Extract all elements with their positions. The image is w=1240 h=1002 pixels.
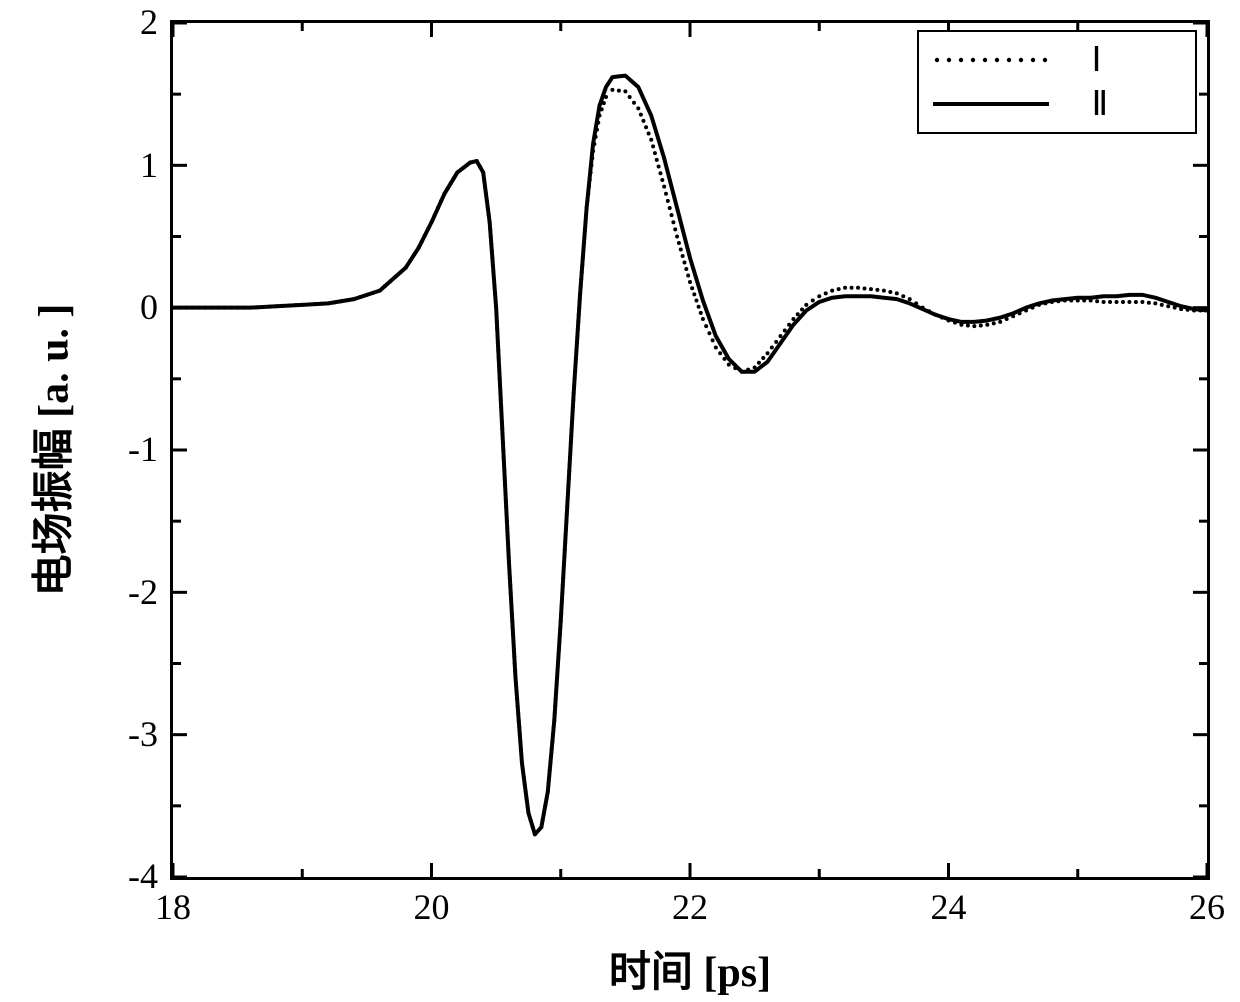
legend-swatch — [931, 89, 1051, 119]
x-tick-label: 20 — [414, 886, 450, 928]
y-tick-label: 2 — [78, 1, 158, 43]
y-axis-title: 电场振幅 [a. u. ] — [20, 304, 81, 597]
y-tick-label: -1 — [78, 428, 158, 470]
y-tick-label: 1 — [78, 144, 158, 186]
x-axis-title: 时间 [ps] — [609, 938, 771, 999]
x-tick-label: 18 — [155, 886, 191, 928]
y-tick-label: -2 — [78, 571, 158, 613]
plot-svg — [173, 23, 1207, 877]
x-tick-label: 26 — [1189, 886, 1225, 928]
legend-swatch — [931, 45, 1051, 75]
legend-label: Ⅰ — [1091, 40, 1101, 80]
y-tick-label: -3 — [78, 713, 158, 755]
series-II — [173, 76, 1207, 835]
y-tick-label: 0 — [78, 286, 158, 328]
legend-item: Ⅱ — [931, 82, 1183, 126]
y-tick-label: -4 — [78, 855, 158, 897]
x-tick-label: 22 — [672, 886, 708, 928]
plot-area: ⅠⅡ — [170, 20, 1210, 880]
legend-item: Ⅰ — [931, 38, 1183, 82]
figure: 电场振幅 [a. u. ] 时间 [ps] ⅠⅡ -4 -3 -2 -1 0 1 2 18 2… — [0, 0, 1240, 1002]
x-tick-label: 24 — [931, 886, 967, 928]
legend: ⅠⅡ — [917, 30, 1197, 134]
series-I — [173, 88, 1207, 836]
legend-label: Ⅱ — [1091, 84, 1108, 124]
